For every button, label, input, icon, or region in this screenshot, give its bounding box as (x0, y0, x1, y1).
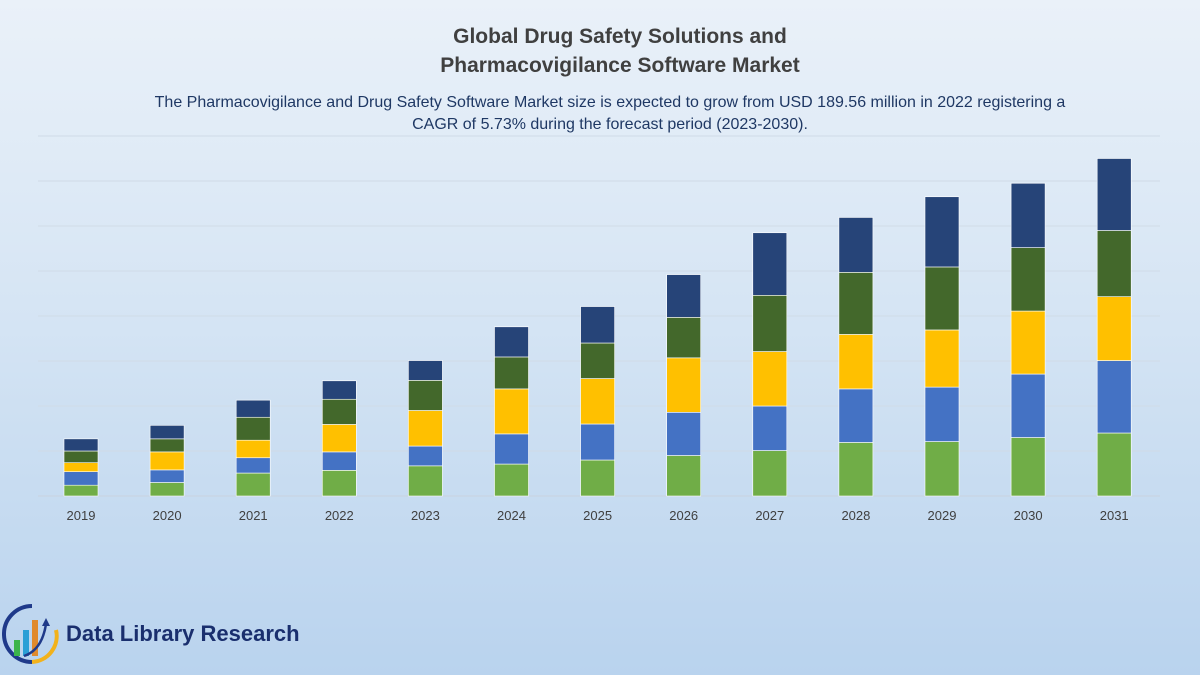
x-tick-label: 2030 (1014, 508, 1043, 523)
bar-segment-2030-s2 (1010, 373, 1046, 438)
bar-segment-2031-s2 (1096, 360, 1132, 434)
bar-segment-2022-s3 (321, 424, 357, 453)
bar-segment-2029-s1 (924, 441, 960, 497)
bar-segment-2021-s5 (235, 399, 271, 418)
x-tick-label: 2023 (411, 508, 440, 523)
bar-segment-2029-s4 (924, 266, 960, 331)
bar-segment-2031-s3 (1096, 296, 1132, 361)
bar-segment-2019-s2 (63, 471, 99, 486)
x-tick-label: 2031 (1100, 508, 1129, 523)
x-tick-label: 2021 (239, 508, 268, 523)
x-tick-label: 2022 (325, 508, 354, 523)
bar-segment-2028-s2 (838, 388, 874, 443)
bar-segment-2021-s3 (235, 439, 271, 459)
bar-segment-2026-s2 (666, 411, 702, 456)
bar-segment-2019-s1 (63, 484, 99, 497)
logo: Data Library Research (2, 600, 300, 668)
bar-segment-2022-s2 (321, 451, 357, 471)
logo-text: Data Library Research (66, 621, 300, 646)
bar-segment-2028-s3 (838, 334, 874, 390)
chart-title: Global Drug Safety Solutions and Pharmac… (440, 25, 800, 77)
bar-segment-2025-s5 (580, 306, 615, 344)
bar-segment-2028-s1 (838, 442, 874, 497)
bar-segment-2023-s3 (408, 410, 443, 447)
bar-segment-2028-s4 (838, 272, 874, 335)
bar-segment-2029-s3 (924, 329, 960, 388)
bar-segment-2019-s4 (63, 450, 99, 463)
bar-segment-2023-s4 (408, 380, 443, 411)
bar-segment-2020-s2 (149, 469, 185, 483)
bar-segment-2026-s5 (666, 274, 702, 318)
bar-segment-2023-s1 (408, 465, 443, 497)
bar-segment-2020-s5 (149, 425, 185, 440)
bar-segment-2030-s1 (1010, 437, 1046, 497)
bar-segment-2031-s5 (1096, 158, 1132, 231)
x-tick-label: 2019 (67, 508, 96, 523)
bar-segment-2024-s5 (494, 326, 529, 358)
bar-segment-2021-s1 (235, 472, 271, 497)
bar-segment-2027-s2 (752, 405, 788, 451)
bar-segment-2027-s1 (752, 450, 788, 497)
bar-segment-2022-s1 (321, 470, 357, 497)
x-tick-label: 2029 (928, 508, 957, 523)
x-tick-label: 2024 (497, 508, 526, 523)
bar-segment-2027-s5 (752, 232, 788, 296)
bar-segment-2021-s2 (235, 457, 271, 474)
bar-segment-2020-s4 (149, 438, 185, 453)
bar-segment-2025-s3 (580, 378, 615, 425)
logo-icon (2, 604, 59, 664)
bar-segment-2020-s3 (149, 451, 185, 471)
bar-segment-2023-s2 (408, 445, 443, 467)
x-tick-label: 2027 (755, 508, 784, 523)
bar-segment-2026-s3 (666, 357, 702, 413)
bar-segment-2030-s3 (1010, 310, 1046, 375)
bar-segment-2022-s5 (321, 380, 357, 400)
x-tick-label: 2028 (841, 508, 870, 523)
bar-segment-2019-s3 (63, 462, 99, 473)
bar-segment-2031-s1 (1096, 432, 1132, 497)
bar-segment-2025-s2 (580, 423, 615, 461)
bar-segment-2019-s5 (63, 438, 99, 452)
bar-segment-2024-s3 (494, 388, 529, 435)
bar-segment-2029-s5 (924, 196, 960, 268)
bar-segment-2026-s1 (666, 455, 702, 497)
bar-segment-2024-s1 (494, 463, 529, 497)
bar-segment-2024-s2 (494, 433, 529, 465)
x-tick-label: 2020 (153, 508, 182, 523)
x-tick-label: 2026 (669, 508, 698, 523)
bar-segment-2027-s4 (752, 294, 788, 352)
bar-segment-2031-s4 (1096, 230, 1132, 297)
bar-segment-2024-s4 (494, 356, 529, 390)
stacked-bar-chart: 2019 2020 2021 2022 2023 2024 2025 2026 2027 2028… (38, 135, 1160, 523)
bar-segment-2030-s5 (1010, 182, 1046, 248)
bar-segment-2028-s5 (838, 217, 874, 273)
bar-segment-2027-s3 (752, 351, 788, 407)
bar-segment-2029-s2 (924, 386, 960, 442)
bar-segment-2023-s5 (408, 360, 443, 381)
bar-segment-2025-s4 (580, 342, 615, 379)
x-tick-label: 2025 (583, 508, 612, 523)
bar-segment-2020-s1 (149, 482, 185, 497)
bar-segment-2026-s4 (666, 317, 702, 359)
bar-segment-2022-s4 (321, 398, 357, 425)
bar-segment-2021-s4 (235, 416, 271, 441)
bar-segment-2030-s4 (1010, 247, 1046, 312)
bar-segment-2025-s1 (580, 459, 615, 497)
chart-subtitle: The Pharmacovigilance and Drug Safety So… (154, 94, 1066, 133)
